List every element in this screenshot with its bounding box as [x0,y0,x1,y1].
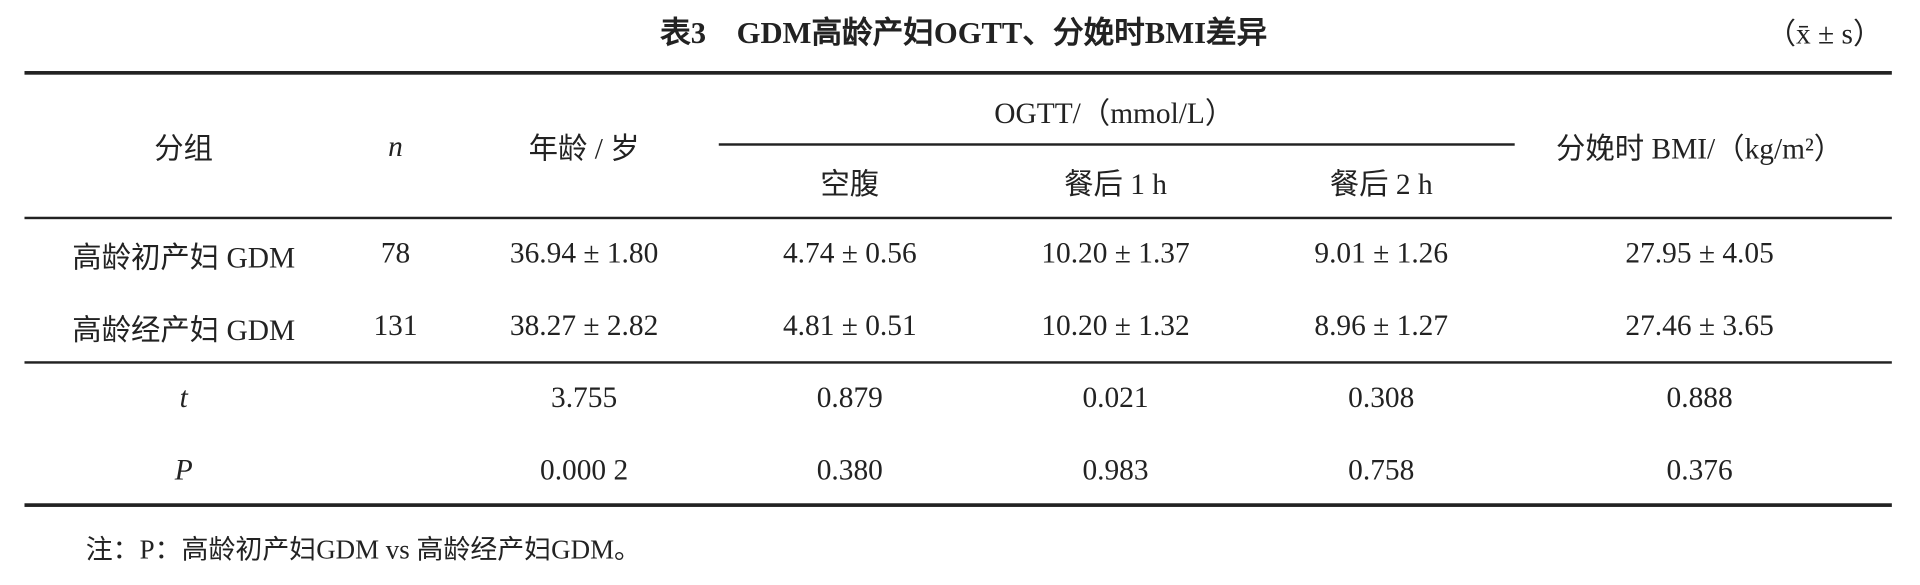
table-cell: 38.27 ± 2.82 [509,310,659,343]
table-cell: 0.308 [1348,382,1415,415]
table-note: 注：P：高龄初产妇GDM vs 高龄经产妇GDM。 [85,533,642,565]
top-rule [24,71,1892,75]
table-cell: 8.96 ± 1.27 [1314,310,1449,343]
table-cell: 0.000 2 [540,454,629,487]
table-cell: 78 [380,238,411,271]
table-cell: 9.01 ± 1.26 [1314,238,1449,271]
table-cell: 36.94 ± 1.80 [509,238,659,271]
column-header: OGTT/（mmol/L） [994,98,1235,131]
subcolumn-header: 餐后 1 h [1064,169,1167,202]
row-label: 高龄经产妇 GDM [72,315,296,348]
table-cell: 10.20 ± 1.37 [1041,238,1190,271]
subcolumn-header: 空腹 [820,169,880,202]
table-cell: 0.879 [816,382,883,415]
row-label: P [174,454,193,487]
table-cell: 27.95 ± 4.05 [1625,238,1774,271]
unit-label: （x̄ ± s） [1766,18,1883,51]
row-label: t [179,382,188,415]
table-cell: 10.20 ± 1.32 [1041,310,1190,343]
table-cell: 0.758 [1348,454,1415,487]
column-header: 分娩时 BMI/（kg/m²） [1555,134,1844,166]
column-header: 分组 [154,134,214,166]
table-cell: 0.376 [1666,454,1733,487]
bottom-rule [24,503,1892,507]
table-cell: 131 [373,310,418,343]
ogtt-rule [718,143,1515,146]
row-label: 高龄初产妇 GDM [72,243,296,275]
table-cell: 4.74 ± 0.56 [782,238,917,271]
header-rule [24,216,1892,220]
table-cell: 0.380 [816,454,883,487]
table-title: 表3 GDM高龄产妇OGTT、分娩时BMI差异 [660,17,1268,51]
table-cell: 4.81 ± 0.51 [782,310,917,343]
column-header: n [388,131,403,164]
subcolumn-header: 餐后 2 h [1329,169,1433,202]
column-header: 年龄 / 岁 [528,134,640,166]
table-cell: 27.46 ± 3.65 [1625,310,1774,343]
table-cell: 3.755 [551,382,618,415]
table-cell: 0.983 [1082,454,1149,487]
mid-rule [24,361,1892,364]
table-cell: 0.021 [1082,382,1149,415]
table-cell: 0.888 [1666,382,1733,415]
